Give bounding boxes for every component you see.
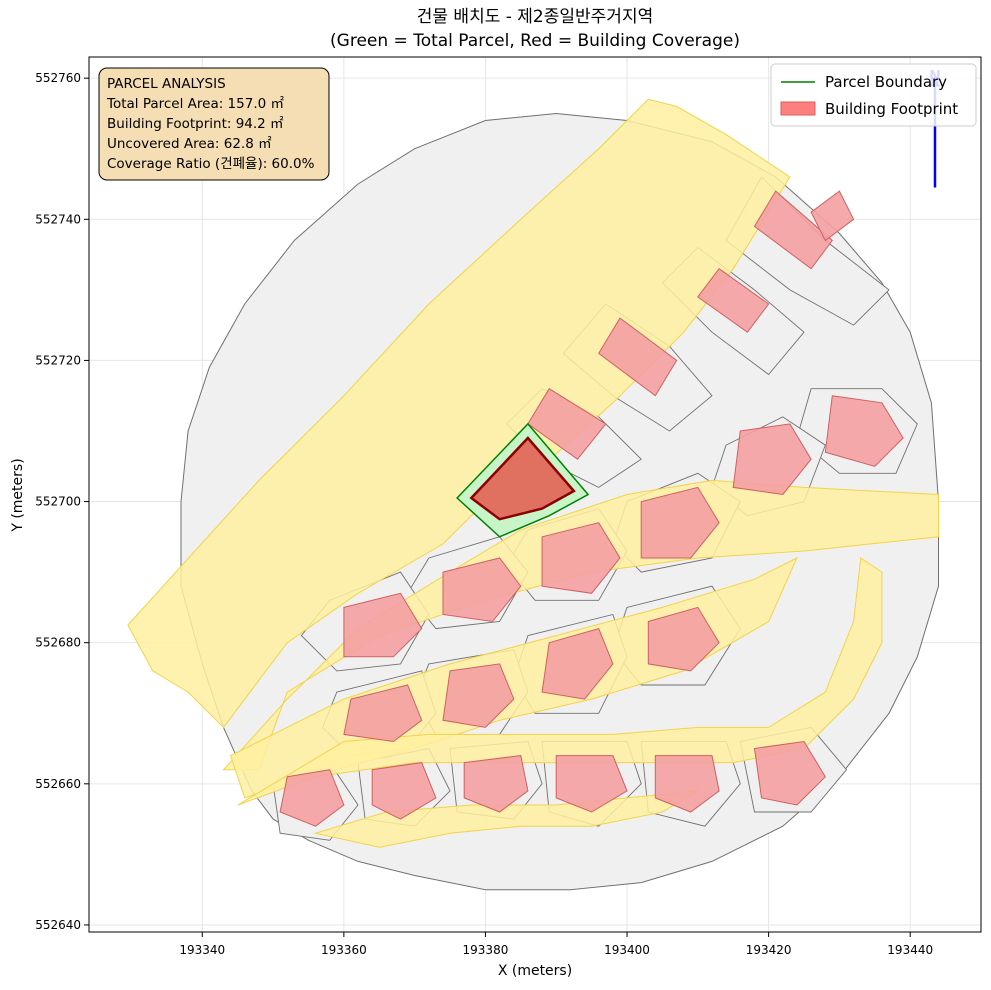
info-box: PARCEL ANALYSIS Total Parcel Area: 157.0…	[98, 67, 330, 181]
building-11	[279, 769, 345, 827]
chart-title-line1: 건물 배치도 - 제2종일반주거지역	[417, 7, 653, 27]
x-tick-label-3: 193400	[604, 943, 650, 957]
building-10	[343, 592, 423, 658]
building-1	[697, 268, 770, 333]
y-tick-label-0: 552640	[35, 918, 81, 932]
building-15	[654, 755, 720, 813]
building-17	[647, 606, 720, 672]
x-tick-label-2: 193380	[463, 943, 509, 957]
legend-parcel-boundary-label: Parcel Boundary	[825, 73, 947, 91]
building-5	[824, 395, 904, 467]
legend-building-footprint-swatch	[780, 101, 816, 116]
x-tick-label-1: 193360	[321, 943, 367, 957]
road-0	[127, 98, 791, 729]
x-axis-ticks: 193340 193360 193380 193400 193420 193440	[179, 932, 933, 957]
info-box-line-title: PARCEL ANALYSIS	[107, 76, 226, 92]
target-building	[469, 436, 576, 521]
legend-background	[770, 63, 977, 127]
building-13	[463, 755, 529, 813]
building-19	[442, 663, 515, 728]
building-12	[371, 762, 437, 820]
building-6	[732, 423, 812, 496]
building-2	[598, 317, 678, 397]
building-3	[527, 388, 607, 460]
info-box-line-uncovered: Uncovered Area: 62.8 ㎡	[107, 136, 272, 152]
building-0	[753, 190, 833, 270]
y-axis-label: Y (meters)	[10, 458, 26, 532]
target-parcel-group	[456, 422, 590, 538]
info-box-background	[98, 67, 330, 181]
x-axis-label: X (meters)	[498, 963, 572, 979]
map-layer	[127, 98, 939, 891]
y-tick-label-2: 552680	[35, 636, 81, 650]
y-tick-label-3: 552700	[35, 495, 81, 509]
building-8	[541, 522, 621, 594]
info-box-line-footprint: Building Footprint: 94.2 ㎡	[107, 116, 284, 132]
x-tick-label-4: 193420	[746, 943, 792, 957]
legend: Parcel Boundary Building Footprint	[770, 63, 977, 127]
building-18	[541, 627, 614, 700]
building-16	[753, 740, 826, 806]
info-box-line-coverage: Coverage Ratio (건폐율): 60.0%	[107, 156, 315, 172]
building-14	[555, 755, 628, 813]
buildings	[279, 190, 904, 827]
y-tick-label-5: 552740	[35, 212, 81, 226]
building-9	[442, 557, 522, 623]
building-4	[810, 190, 855, 242]
y-tick-label-6: 552760	[35, 71, 81, 85]
legend-building-footprint-label: Building Footprint	[825, 100, 958, 118]
x-tick-label-0: 193340	[179, 943, 225, 957]
plot-frame	[88, 56, 982, 933]
info-box-line-total-area: Total Parcel Area: 157.0 ㎡	[106, 96, 284, 112]
building-20	[343, 684, 423, 743]
x-tick-label-5: 193440	[887, 943, 933, 957]
y-tick-label-4: 552720	[35, 353, 81, 367]
y-tick-label-1: 552660	[35, 777, 81, 791]
chart-title-line2: (Green = Total Parcel, Red = Building Co…	[330, 31, 740, 51]
building-7	[640, 486, 720, 559]
road-3	[237, 557, 883, 806]
y-axis-ticks: 552640 552660 552680 552700 552720 552740 5527…	[35, 71, 89, 932]
